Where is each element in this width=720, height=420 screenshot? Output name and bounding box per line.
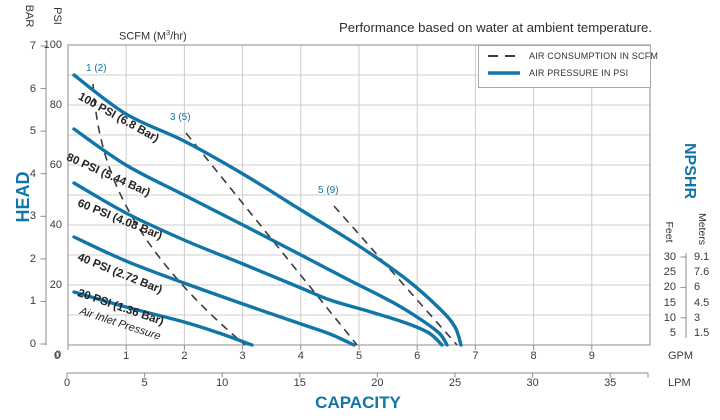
consumption-label-3scfm: 3 (5): [170, 112, 191, 123]
gpm-tick-2: 2: [181, 350, 188, 362]
gpm-tick-0: 0: [53, 350, 61, 362]
npshr-axis-title: NPSHR: [680, 142, 698, 200]
legend-line-sample: [488, 71, 520, 75]
npshr-feet-30: 30: [663, 251, 676, 263]
psi-tick-100: 100: [43, 39, 62, 51]
feet-axis-header: Feet: [662, 221, 675, 243]
npshr-feet-10: 10: [663, 311, 676, 324]
lpm-tick-35: 35: [604, 377, 617, 389]
consumption-label-1scfm: 1 (2): [86, 63, 107, 74]
legend-consumption-label: AIR CONSUMPTION IN SCFM: [529, 51, 659, 61]
gpm-tick-9: 9: [588, 350, 595, 362]
lpm-tick-20: 20: [371, 377, 384, 389]
lpm-tick-5: 5: [141, 377, 148, 389]
lpm-tick-25: 25: [448, 377, 462, 389]
psi-tick-20: 20: [49, 279, 62, 291]
legend: AIR CONSUMPTION IN SCFM AIR PRESSURE IN …: [478, 45, 658, 88]
consumption-label-5scfm: 5 (9): [318, 185, 339, 196]
gpm-tick-8: 8: [530, 350, 537, 362]
bar-tick-1: 1: [29, 295, 36, 308]
scfm-suffix: /hr): [170, 30, 187, 43]
gpm-tick-5: 5: [355, 350, 363, 362]
psi-tick-60: 60: [49, 159, 62, 171]
gpm-unit-label: GPM: [668, 350, 694, 362]
bar-tick-4: 4: [29, 167, 36, 180]
chart-title: Performance based on water at ambient te…: [338, 20, 652, 35]
bar-tick-0: 0: [29, 338, 36, 350]
bar-tick-5: 5: [29, 125, 36, 138]
gpm-tick-3: 3: [239, 350, 246, 362]
legend-dash-sample: [488, 55, 520, 57]
npshr-meters-9.1: 9.1: [694, 251, 710, 263]
bar-tick-6: 6: [29, 82, 36, 95]
npshr-feet-20: 20: [663, 281, 676, 294]
gpm-tick-4: 4: [297, 350, 304, 362]
lpm-tick-30: 30: [526, 377, 539, 389]
scfm-axis-header: SCFM (M3/hr): [119, 28, 187, 43]
npshr-feet-25: 25: [663, 266, 676, 279]
gpm-tick-6: 6: [414, 350, 421, 362]
scfm-prefix: SCFM (M: [119, 30, 167, 43]
legend-row-pressure: AIR PRESSURE IN PSI: [487, 66, 650, 80]
npshr-meters-6: 6: [694, 281, 701, 294]
bar-tick-7: 7: [29, 40, 36, 52]
bar-tick-2: 2: [29, 252, 36, 265]
npshr-feet-15: 15: [663, 296, 676, 309]
gpm-tick-7: 7: [472, 350, 479, 362]
lpm-tick-0: 0: [63, 377, 71, 389]
psi-tick-40: 40: [49, 219, 62, 231]
psi-tick-80: 80: [49, 99, 62, 111]
npshr-meters-3: 3: [694, 311, 701, 324]
lpm-unit-label: LPM: [668, 377, 691, 389]
meters-axis-header: Meters: [695, 212, 708, 246]
gpm-tick-1: 1: [123, 350, 130, 362]
npshr-meters-7.6: 7.6: [694, 266, 710, 279]
legend-pressure-label: AIR PRESSURE IN PSI: [529, 68, 629, 78]
legend-row-consumption: AIR CONSUMPTION IN SCFM: [487, 49, 658, 63]
origin-zero-label: 0: [54, 349, 62, 361]
psi-axis-header: PSI: [51, 7, 64, 25]
npshr-meters-4.5: 4.5: [694, 296, 710, 309]
lpm-tick-10: 10: [216, 377, 229, 389]
npshr-feet-5: 5: [669, 327, 676, 339]
npshr-meters-1.5: 1.5: [694, 327, 710, 339]
bar-tick-3: 3: [29, 210, 36, 223]
lpm-tick-15: 15: [293, 377, 306, 389]
bar-axis-header: BAR: [23, 4, 36, 28]
capacity-axis-title: CAPACITY: [315, 393, 401, 412]
scfm-superscript: 3: [166, 28, 171, 37]
